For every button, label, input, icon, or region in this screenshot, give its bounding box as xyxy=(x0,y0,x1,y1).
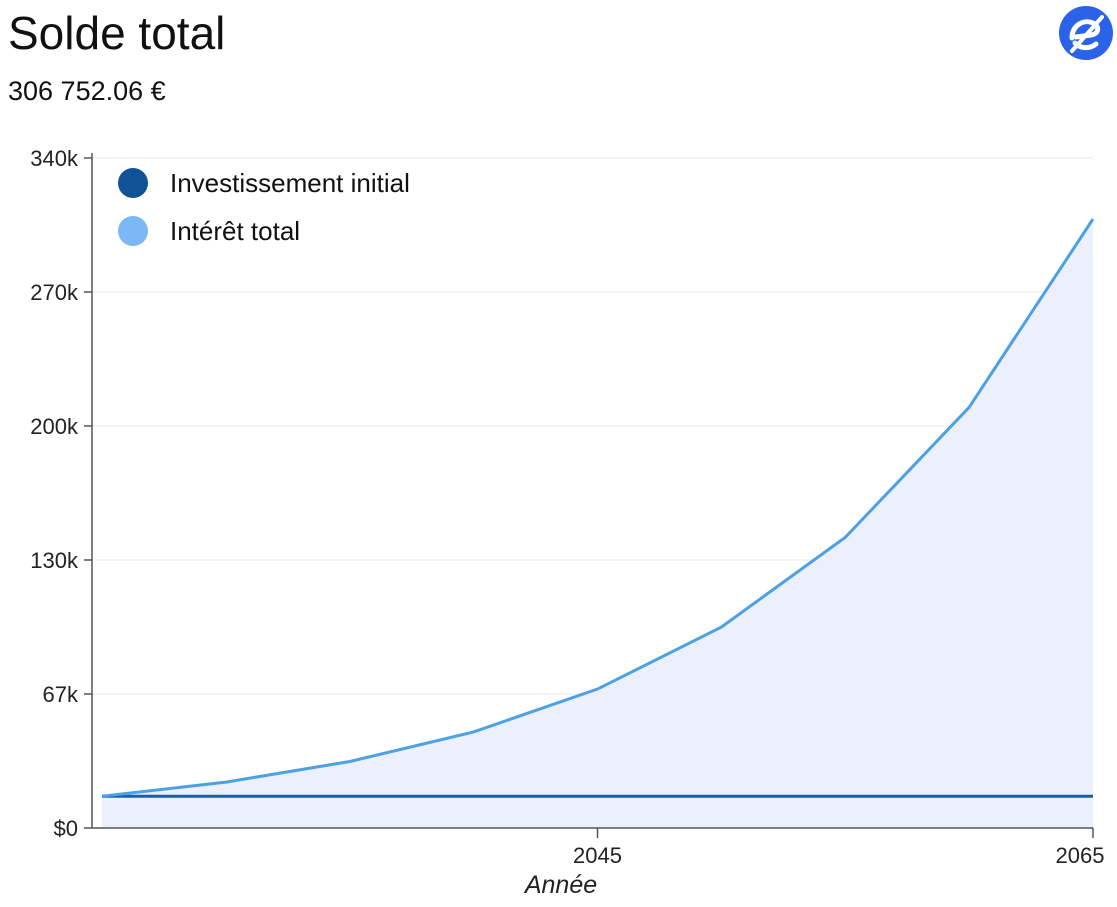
y-tick-label: 270k xyxy=(30,280,79,305)
series-line xyxy=(101,218,1095,798)
y-tick-label: 130k xyxy=(30,548,79,573)
y-tick-label: 200k xyxy=(30,414,79,439)
legend-swatch xyxy=(118,216,148,246)
x-tick-label: 2045 xyxy=(573,843,622,868)
x-tick-label: 2065 xyxy=(1056,843,1105,868)
x-axis-label: Année xyxy=(523,871,597,899)
legend-swatch xyxy=(118,168,148,198)
legend-label: Investissement initial xyxy=(170,168,410,198)
logo xyxy=(1059,6,1113,60)
page-title: Solde total xyxy=(8,7,226,59)
y-tick-label: 340k xyxy=(30,146,79,171)
total-balance: 306 752.06 € xyxy=(8,76,166,106)
y-tick-label: 67k xyxy=(43,682,79,707)
legend-label: Intérêt total xyxy=(170,216,300,246)
y-tick-label: $0 xyxy=(54,816,78,841)
area-fill xyxy=(102,219,1093,828)
